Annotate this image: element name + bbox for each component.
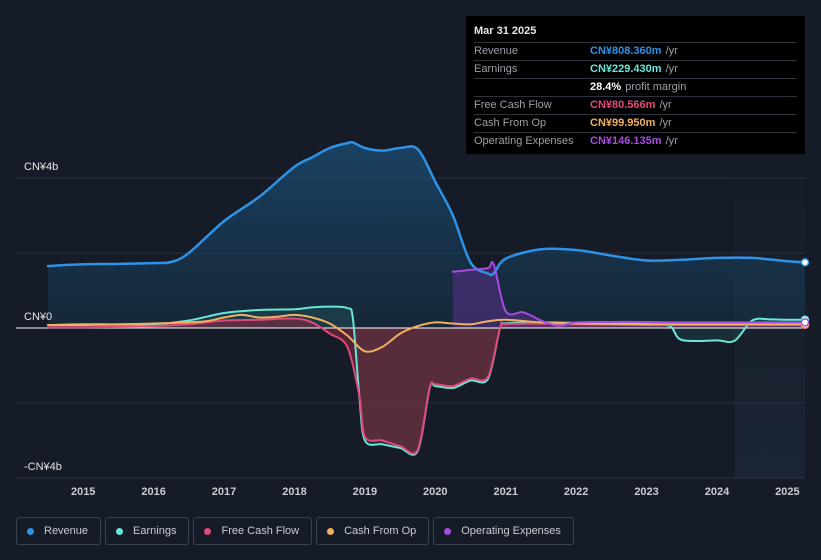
- x-tick-label: 2015: [71, 486, 95, 498]
- tooltip-row-value: CN¥229.430m: [590, 63, 662, 75]
- series-end-markers: [800, 258, 810, 330]
- y-tick-label: CN¥4b: [24, 161, 58, 173]
- legend-dot-icon: [444, 527, 452, 535]
- y-tick-label: CN¥0: [24, 311, 52, 323]
- legend-dot-icon: [327, 527, 335, 535]
- tooltip-row-unit: /yr: [659, 99, 672, 111]
- x-tick-label: 2016: [141, 486, 165, 498]
- tooltip-row-unit: /yr: [665, 45, 678, 57]
- tooltip-row-label: Free Cash Flow: [474, 99, 552, 111]
- cash-from-op-line: [47, 313, 806, 353]
- tooltip-row-unit: /yr: [665, 63, 678, 75]
- legend-label: Free Cash Flow: [221, 525, 300, 537]
- tooltip-row: Earnings CN¥229.430m/yr: [474, 60, 797, 78]
- legend-item-revenue[interactable]: Revenue: [16, 517, 102, 545]
- legend-dot-icon: [27, 527, 34, 535]
- legend: Revenue Earnings Free Cash Flow Cash From O…: [16, 517, 578, 545]
- tooltip-row-label: Revenue: [474, 45, 519, 57]
- tooltip-row: Revenue CN¥808.360m/yr: [474, 42, 797, 60]
- legend-label: Operating Expenses: [461, 525, 561, 537]
- tooltip-row-unit: profit margin: [625, 81, 687, 93]
- tooltip-row-value: 28.4%: [590, 81, 622, 93]
- legend-item-cash-from-op[interactable]: Cash From Op: [316, 517, 430, 545]
- x-tick-label: 2019: [353, 486, 377, 498]
- tooltip-row: Cash From Op CN¥99.950m/yr: [474, 114, 797, 132]
- x-tick-label: 2024: [705, 486, 730, 498]
- x-axis-labels: 2015 2016 2017 2018 2019 2020 2021 2022 2023 2024…: [71, 486, 800, 498]
- x-tick-label: 2020: [423, 486, 447, 498]
- free-cash-flow-area: [48, 318, 805, 454]
- revenue-line: [46, 140, 807, 277]
- operating-expenses-line: [451, 260, 806, 327]
- legend-label: Cash From Op: [344, 525, 417, 537]
- tooltip-row: Free Cash Flow CN¥80.566m/yr: [474, 96, 797, 114]
- series-lines: [46, 140, 807, 456]
- legend-item-earnings[interactable]: Earnings: [105, 517, 190, 545]
- tooltip-row-unit: /yr: [659, 117, 672, 129]
- tooltip: Mar 31 2025 Revenue CN¥808.360m/yr Earning…: [466, 16, 805, 154]
- y-tick-label: -CN¥4b: [24, 461, 62, 473]
- tooltip-row: 28.4% profit margin: [474, 78, 797, 96]
- tooltip-row-value: CN¥146.135m: [590, 135, 662, 147]
- x-tick-label: 2018: [282, 486, 306, 498]
- tooltip-row-label: Earnings: [474, 63, 518, 75]
- x-tick-label: 2021: [493, 486, 517, 498]
- legend-item-free-cash-flow[interactable]: Free Cash Flow: [193, 517, 313, 545]
- tooltip-row-label: [474, 79, 590, 96]
- revenue-area: [48, 142, 805, 328]
- y-axis-labels: CN¥4b CN¥0 -CN¥4b: [24, 161, 62, 473]
- tooltip-rows: Revenue CN¥808.360m/yr Earnings CN¥229.430m…: [474, 42, 797, 150]
- legend-dot-icon: [116, 527, 124, 535]
- tooltip-row-value: CN¥99.950m: [590, 117, 656, 129]
- tooltip-row: Operating Expenses CN¥146.135m/yr: [474, 132, 797, 150]
- revenue-end-dot: [800, 258, 810, 267]
- tooltip-row-label: Cash From Op: [474, 117, 547, 129]
- tooltip-date: Mar 31 2025: [474, 25, 537, 37]
- legend-dot-icon: [204, 527, 212, 535]
- legend-label: Earnings: [133, 525, 177, 537]
- x-tick-label: 2025: [775, 486, 799, 498]
- tooltip-row-unit: /yr: [665, 135, 678, 147]
- x-tick-label: 2017: [212, 486, 236, 498]
- legend-item-operating-expenses[interactable]: Operating Expenses: [433, 517, 574, 545]
- operating-expenses-end-dot: [800, 318, 810, 327]
- tooltip-row-value: CN¥80.566m: [590, 99, 656, 111]
- tooltip-row-label: Operating Expenses: [474, 135, 574, 147]
- x-tick-label: 2023: [634, 486, 658, 498]
- x-tick-label: 2022: [564, 486, 588, 498]
- legend-label: Revenue: [44, 525, 89, 537]
- tooltip-row-value: CN¥808.360m: [590, 45, 662, 57]
